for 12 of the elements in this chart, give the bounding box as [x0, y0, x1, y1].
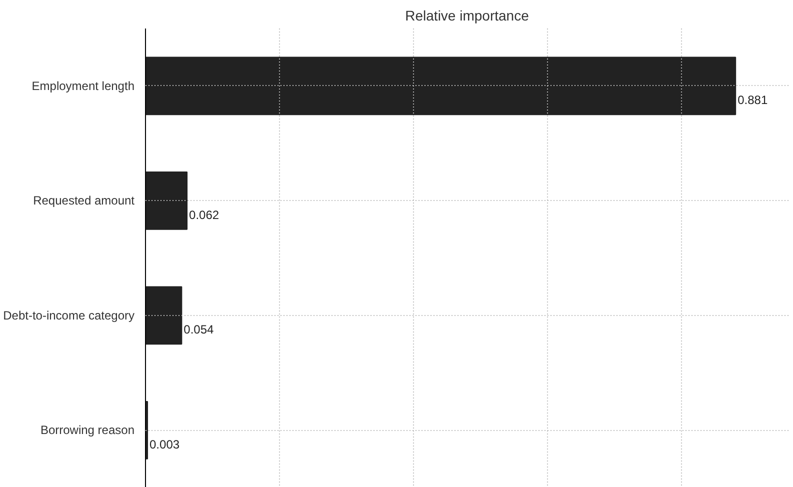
y-tick-label: Employment length [32, 78, 135, 93]
chart-title: Relative importance [405, 8, 530, 24]
bar [146, 56, 736, 116]
bar [146, 171, 188, 230]
y-tick-label: Debt-to-income category [3, 308, 134, 322]
y-tick-label: Borrowing reason [40, 423, 135, 438]
y-tick-label: Requested amount [33, 194, 136, 208]
data-label: 0.054 [184, 322, 214, 337]
data-label: 0.003 [150, 437, 180, 452]
bar [146, 286, 182, 345]
data-label: 0.881 [738, 93, 768, 108]
data-label: 0.062 [189, 208, 220, 222]
